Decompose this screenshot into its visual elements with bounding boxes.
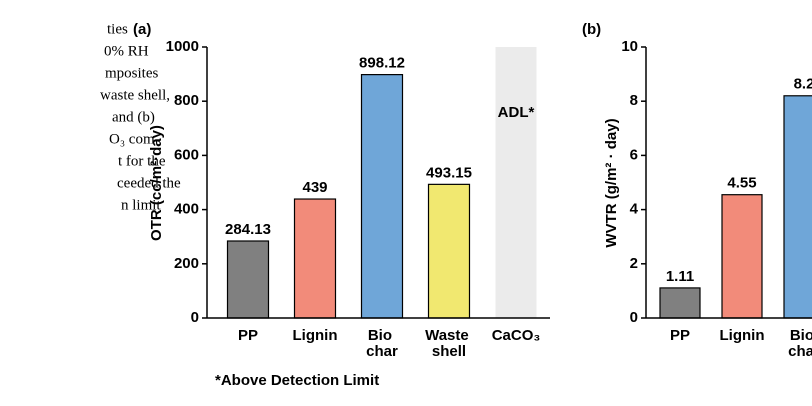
- value-label: 1.11: [666, 268, 694, 285]
- x-tick-label: Waste shell: [425, 327, 473, 360]
- footnote: *Above Detection Limit: [215, 372, 379, 389]
- value-label: 4.55: [727, 175, 756, 192]
- bar: [659, 287, 701, 319]
- value-label: 284.13: [225, 221, 271, 238]
- y-tick-label: 8: [630, 92, 638, 109]
- x-tick-label: CaCO₃: [492, 327, 541, 344]
- bar: [721, 194, 763, 319]
- x-tick-label: Bio char: [788, 327, 812, 360]
- y-tick-label: 0: [630, 309, 638, 326]
- bar: [226, 240, 270, 319]
- caption-line: and (b): [112, 109, 155, 125]
- y-tick-label: 1000: [166, 38, 199, 55]
- bar: [293, 198, 337, 319]
- caption-line: 0% RH: [104, 43, 149, 59]
- x-tick-label: Lignin: [293, 327, 338, 344]
- caption-line: ceeded the: [117, 175, 181, 191]
- bar: [427, 183, 471, 319]
- value-label: 898.12: [359, 55, 405, 72]
- value-label: 493.15: [426, 164, 472, 181]
- x-tick-label: PP: [238, 327, 258, 344]
- y-tick-label: 2: [630, 255, 638, 272]
- caption-line: t for the: [118, 153, 166, 169]
- y-tick-label: 800: [174, 92, 199, 109]
- bar: [783, 95, 812, 319]
- value-label: 439: [302, 179, 327, 196]
- x-tick-label: Lignin: [720, 327, 765, 344]
- y-tick-label: 200: [174, 255, 199, 272]
- x-tick-label: PP: [670, 327, 690, 344]
- annotation: ADL*: [498, 104, 535, 121]
- caption-line: ties: [107, 21, 128, 37]
- panel-label: (a): [133, 21, 151, 38]
- caption-line: waste shell,: [100, 87, 170, 103]
- value-label: 8.2: [794, 76, 812, 93]
- x-tick-label: Bio char: [366, 327, 398, 360]
- y-axis-label: OTR (cc/m²·day): [148, 125, 165, 241]
- y-tick-label: 400: [174, 201, 199, 218]
- y-tick-label: 600: [174, 146, 199, 163]
- y-tick-label: 0: [191, 309, 199, 326]
- y-tick-label: 4: [630, 201, 639, 218]
- panel-label: (b): [582, 21, 601, 38]
- y-tick-label: 10: [621, 38, 638, 55]
- y-tick-label: 6: [630, 146, 638, 163]
- caption-line: n limit: [121, 197, 161, 213]
- caption-line: mposites: [105, 65, 158, 81]
- y-axis-label: WVTR (g/m² · day): [603, 118, 620, 247]
- adl-band: [495, 47, 537, 318]
- caption-line: O₃ com-: [109, 131, 160, 147]
- bar: [360, 74, 404, 319]
